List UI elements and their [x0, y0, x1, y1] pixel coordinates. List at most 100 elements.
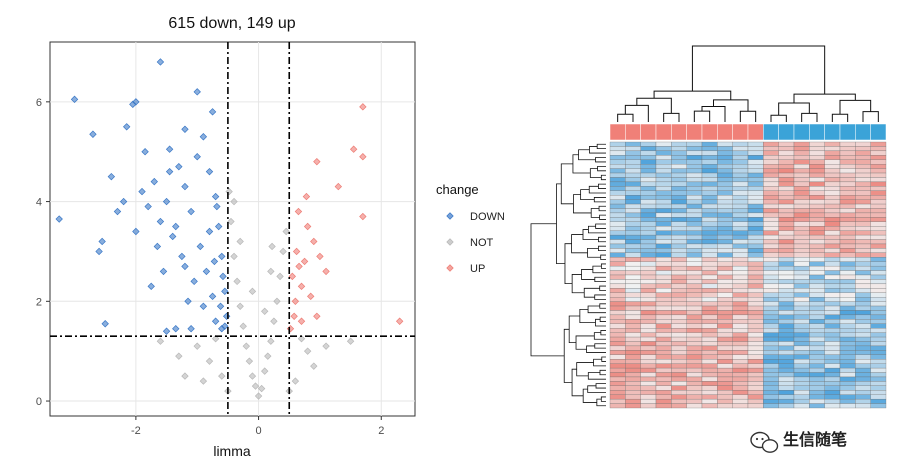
heatmap-cell: [686, 141, 703, 147]
dendrogram-link: [575, 335, 595, 350]
heatmap-cell: [701, 146, 718, 152]
heatmap-cell: [717, 381, 733, 386]
heatmap-cell: [778, 190, 795, 196]
heatmap-cell: [671, 390, 687, 395]
heatmap-cell: [778, 164, 795, 169]
heatmap-cell: [640, 310, 657, 316]
heatmap-cell: [625, 332, 641, 338]
heatmap-cell: [809, 217, 825, 222]
point-not: [322, 342, 330, 350]
heatmap-cell: [655, 336, 672, 342]
heatmap-cell: [778, 297, 795, 302]
heatmap-cell: [763, 261, 779, 267]
heatmap-cell: [747, 168, 764, 174]
heatmap-cell: [717, 181, 733, 187]
heatmap-cell: [686, 354, 703, 360]
heatmap-cell: [763, 359, 779, 364]
heatmap-cell: [778, 323, 795, 329]
volcano-points: [55, 58, 404, 400]
heatmap-cell: [793, 390, 810, 395]
point-down: [162, 197, 171, 206]
heatmap-cell: [824, 354, 841, 360]
heatmap-cell: [839, 159, 856, 165]
point-not: [175, 352, 183, 360]
heatmap-cell: [686, 168, 703, 174]
point-up: [359, 103, 367, 111]
heatmap-cell: [671, 168, 687, 174]
heatmap-cell: [655, 274, 672, 280]
heatmap-cell: [839, 234, 856, 240]
heatmap-cell: [747, 265, 764, 271]
heatmap-cell: [855, 230, 871, 236]
heatmap-cell: [793, 257, 810, 262]
heatmap-cell: [732, 283, 749, 289]
heatmap-cell: [763, 181, 779, 187]
heatmap-cell: [870, 239, 887, 245]
heatmap-cell: [671, 141, 687, 147]
heatmap-cell: [732, 292, 749, 298]
heatmap-cell: [793, 141, 810, 147]
heatmap-cell: [793, 336, 810, 342]
heatmap-cell: [717, 310, 733, 316]
heatmap-cell: [655, 186, 672, 191]
heatmap-cell: [778, 354, 795, 360]
heatmap-cell: [732, 155, 749, 160]
heatmap-cell: [686, 279, 703, 285]
heatmap-cell: [717, 363, 733, 369]
heatmap-cell: [640, 243, 657, 249]
heatmap-cell: [870, 257, 887, 262]
heatmap-cell: [701, 168, 718, 174]
heatmap-cell: [870, 332, 887, 338]
heatmap-cell: [701, 181, 718, 187]
heatmap-cell: [793, 274, 810, 280]
heatmap-cell: [717, 403, 733, 409]
heatmap-cell: [793, 181, 810, 187]
heatmap-cell: [655, 385, 672, 391]
heatmap-cell: [824, 328, 841, 333]
heatmap-cell: [747, 314, 764, 320]
heatmap-cell: [809, 177, 825, 183]
heatmap-cell: [824, 199, 841, 205]
heatmap-cell: [655, 354, 672, 360]
heatmap-cell: [640, 141, 657, 147]
heatmap-cell: [763, 297, 779, 302]
heatmap-cell: [870, 381, 887, 386]
heatmap-cell: [824, 186, 841, 191]
heatmap-cell: [793, 270, 810, 276]
heatmap-cell: [855, 164, 871, 169]
heatmap-cell: [824, 385, 841, 391]
heatmap-cell: [778, 328, 795, 333]
heatmap-cell: [686, 398, 703, 404]
heatmap-cell: [855, 332, 871, 338]
row-dendrogram: [530, 143, 606, 407]
heatmap-cell: [855, 177, 871, 183]
point-down: [113, 207, 122, 216]
heatmap-cell: [732, 234, 749, 240]
heatmap-cell: [625, 390, 641, 395]
heatmap-cell: [717, 305, 733, 311]
point-up: [307, 292, 315, 301]
dendrogram-link: [589, 168, 602, 178]
heatmap-cell: [747, 336, 764, 342]
heatmap-cell: [839, 177, 856, 183]
point-up: [359, 212, 367, 221]
heatmap-cell: [839, 217, 856, 222]
heatmap-cell: [625, 328, 641, 333]
annotation-cell: [793, 123, 810, 141]
heatmap-cell: [640, 354, 657, 360]
heatmap-cell: [793, 319, 810, 324]
heatmap-cell: [793, 190, 810, 196]
dendrogram-link: [599, 214, 606, 220]
heatmap-cell: [671, 372, 687, 378]
heatmap-cell: [609, 234, 626, 240]
heatmap-cell: [809, 172, 825, 178]
dendrogram-link: [600, 330, 606, 336]
heatmap-cell: [625, 265, 641, 271]
heatmap-cell: [732, 203, 749, 209]
heatmap-cell: [686, 243, 703, 249]
heatmap-cell: [763, 274, 779, 280]
point-down: [55, 215, 63, 223]
heatmap-cell: [870, 168, 887, 174]
point-down: [190, 277, 198, 286]
heatmap-cell: [855, 203, 871, 209]
